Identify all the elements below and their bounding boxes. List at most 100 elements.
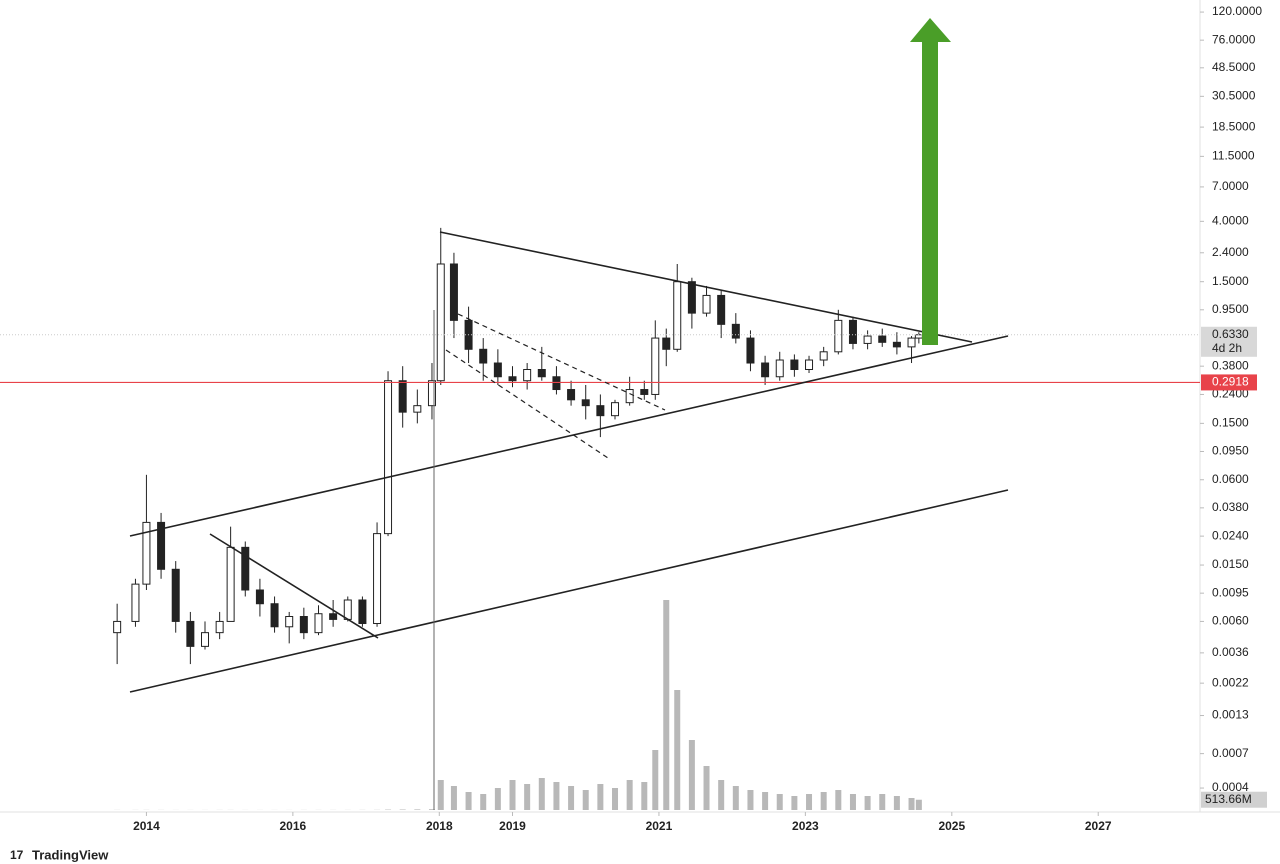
y-tick-label: 0.0600: [1212, 472, 1249, 486]
volume-bar: [835, 790, 842, 810]
volume-bar: [538, 778, 545, 810]
volume-bar: [806, 794, 813, 810]
trendline: [209, 533, 379, 639]
candle-body: [702, 294, 711, 314]
y-tick-label: 2.4000: [1212, 245, 1249, 259]
y-tick-label: 0.0036: [1212, 645, 1249, 659]
candle-body: [892, 341, 901, 348]
volume-bar: [652, 750, 659, 810]
candle-body: [834, 319, 843, 353]
y-tick-label: 18.5000: [1212, 119, 1256, 133]
y-tick-label: 0.0950: [1212, 444, 1249, 458]
candle-body: [226, 546, 235, 622]
x-tick-label: 2014: [133, 819, 160, 833]
volume-label: 513.66M: [1205, 792, 1252, 806]
candle-body: [878, 335, 887, 343]
candle-body: [746, 337, 755, 364]
volume-bar: [791, 796, 798, 810]
candle-body: [131, 583, 140, 622]
volume-bar: [820, 792, 827, 810]
candle-body: [819, 351, 828, 361]
candle-body: [449, 263, 458, 321]
volume-bar: [747, 790, 754, 810]
volume-bar: [864, 796, 871, 810]
candle-body: [285, 616, 294, 628]
candle-body: [651, 337, 660, 395]
y-tick-label: 0.0004: [1212, 780, 1249, 794]
volume-bar: [663, 600, 670, 810]
candle-body: [255, 589, 264, 605]
x-tick-label: 2016: [280, 819, 307, 833]
candle-body: [314, 613, 323, 634]
arrow-shaft: [922, 40, 938, 345]
candle-body: [436, 263, 445, 382]
volume-bar: [612, 788, 619, 810]
volume-bar: [703, 766, 710, 810]
candle-body: [552, 376, 561, 391]
candle-body: [625, 389, 634, 404]
y-tick-label: 0.1500: [1212, 416, 1249, 430]
candle-body: [775, 359, 784, 378]
y-tick-label: 76.0000: [1212, 32, 1256, 46]
trendline: [129, 335, 1009, 537]
candle-body: [479, 348, 488, 364]
candle-body: [270, 603, 279, 628]
volume-bar: [399, 809, 406, 810]
candle-body: [687, 281, 696, 314]
countdown: 4d 2h: [1212, 341, 1242, 355]
labels: 120.0000 76.0000 48.5000 30.5000 18.5000 11.5…: [133, 4, 1267, 833]
candle-body: [790, 359, 799, 371]
x-tick-label: 2018: [426, 819, 453, 833]
candle-body: [413, 405, 422, 413]
candle-body: [717, 294, 726, 325]
y-tick-label: 120.0000: [1212, 4, 1262, 18]
candle-body: [201, 632, 210, 647]
candle-body: [299, 616, 308, 634]
logo: 17: [10, 848, 24, 862]
candle-body: [761, 362, 770, 378]
candle-body: [848, 319, 857, 344]
y-tick-label: 11.5000: [1212, 149, 1255, 163]
drawings: [129, 231, 1009, 810]
volume-label-box: [1201, 791, 1267, 808]
volume-bar: [641, 782, 648, 810]
candle-body: [427, 380, 436, 407]
watermark: TradingView: [32, 847, 109, 862]
candle-body: [171, 568, 180, 622]
trendline: [439, 231, 973, 343]
candle-body: [596, 405, 605, 417]
volume-bar: [414, 809, 421, 810]
y-tick-label: 0.0095: [1212, 585, 1249, 599]
x-tick-label: 2027: [1085, 819, 1112, 833]
volume-bar: [626, 780, 633, 810]
volume-bar: [437, 780, 444, 810]
candle-body: [384, 380, 393, 535]
y-tick-label: 1.5000: [1212, 274, 1249, 288]
y-tick-label: 0.0007: [1212, 746, 1249, 760]
candle-body: [113, 620, 122, 634]
candle-body: [157, 521, 166, 570]
volume-bar: [893, 796, 900, 810]
y-tick-label: 0.9500: [1212, 302, 1249, 316]
candle-body: [373, 533, 382, 625]
candle-body: [731, 323, 740, 339]
candle-body: [863, 335, 872, 344]
volume-bar: [849, 794, 856, 810]
y-tick-label: 4.0000: [1212, 214, 1249, 228]
candle-body: [398, 380, 407, 413]
candle-body: [523, 369, 532, 382]
dashed-channel: [445, 349, 609, 459]
candle-body: [358, 599, 367, 625]
candle-body: [567, 389, 576, 401]
price-label: 0.2918: [1212, 375, 1249, 389]
volume-bar: [776, 794, 783, 810]
candle-body: [215, 620, 224, 634]
volume-bar: [480, 794, 487, 810]
candle-body: [142, 521, 151, 585]
volume-bar: [465, 792, 472, 810]
candle-body: [329, 613, 338, 620]
candle-body: [611, 402, 620, 417]
y-tick-label: 0.0022: [1212, 675, 1249, 689]
